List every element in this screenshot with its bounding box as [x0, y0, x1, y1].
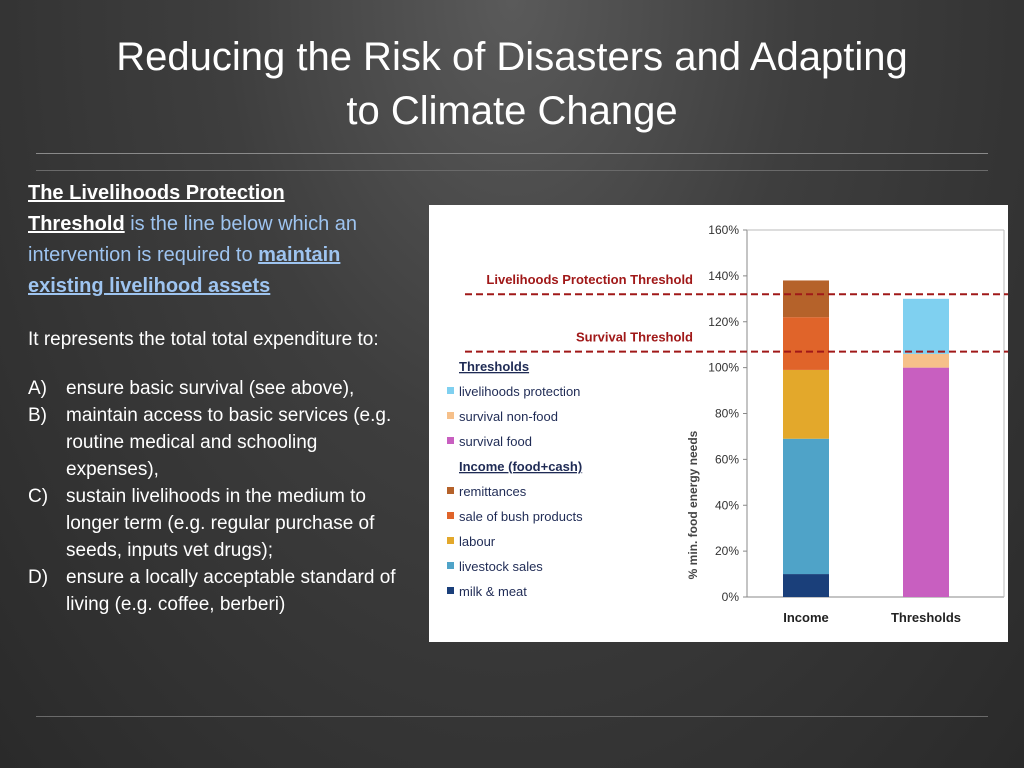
list-item-text: ensure a locally acceptable standard of … [66, 567, 396, 615]
y-axis-label: % min. food energy needs [686, 430, 700, 579]
legend-item: labour [459, 534, 496, 549]
y-tick-label: 160% [708, 223, 739, 237]
threshold-label: Survival Threshold [576, 330, 693, 345]
threshold-label: Livelihoods Protection Threshold [486, 272, 693, 287]
y-tick-label: 20% [715, 544, 739, 558]
legend-swatch [447, 587, 454, 594]
y-tick-label: 120% [708, 315, 739, 329]
legend-swatch [447, 512, 454, 519]
slide-title: Reducing the Risk of Disasters and Adapt… [0, 30, 1024, 138]
x-tick-label: Thresholds [891, 610, 961, 625]
legend-item: remittances [459, 484, 527, 499]
legend-item: survival non-food [459, 409, 558, 424]
list-item: C) sustain livelihoods in the medium to l… [28, 483, 408, 564]
bar-segment [903, 367, 949, 597]
expenditure-list: A) ensure basic survival (see above), B) m… [28, 375, 408, 618]
stacked-bar-chart: 0% 20% 40% 60% 80% 100% 120% 140% 160% % min. foo… [447, 223, 1008, 625]
legend-swatch [447, 487, 454, 494]
x-tick-label: Income [783, 610, 829, 625]
list-item: A) ensure basic survival (see above), [28, 375, 408, 402]
definition-term-line2: Threshold [28, 213, 125, 235]
legend-swatch [447, 562, 454, 569]
y-tick-label: 60% [715, 452, 739, 466]
list-item-key: C) [28, 486, 49, 507]
slide-title-line1: Reducing the Risk of Disasters and Adapt… [116, 35, 908, 79]
legend-swatch [447, 387, 454, 394]
list-item-key: B) [28, 405, 47, 426]
definition-paragraph: The Livelihoods Protection Threshold is … [28, 178, 408, 302]
list-item: D) ensure a locally acceptable standard o… [28, 564, 408, 618]
legend-item: sale of bush products [459, 509, 583, 524]
definition-link[interactable]: maintain existing livelihood assets [28, 244, 341, 297]
represents-paragraph: It represents the total total expenditur… [28, 329, 379, 350]
bar-segment [783, 438, 829, 575]
list-item: B) maintain access to basic services (e.g… [28, 402, 408, 483]
definition-text: is the line below which an intervention … [28, 213, 358, 266]
definition-term-line1: The Livelihoods Protection [28, 182, 285, 204]
legend-item: milk & meat [459, 584, 527, 599]
bar-segment [783, 280, 829, 318]
left-text-column: The Livelihoods Protection Threshold is … [28, 178, 408, 618]
legend-swatch [447, 412, 454, 419]
title-divider-2 [36, 170, 988, 171]
footer-divider [36, 716, 988, 717]
list-item-text: maintain access to basic services (e.g. … [66, 405, 392, 480]
bar-segment [783, 369, 829, 439]
legend-heading: Thresholds [459, 359, 529, 374]
slide-title-line2: to Climate Change [346, 89, 678, 133]
bar-segment [783, 574, 829, 597]
bar-segment [903, 353, 949, 368]
legend-swatch [447, 437, 454, 444]
y-tick-label: 80% [715, 407, 739, 421]
bar-segment [783, 317, 829, 370]
y-tick-label: 0% [722, 590, 740, 604]
legend-item: livestock sales [459, 559, 543, 574]
legend-heading: Income (food+cash) [459, 459, 582, 474]
y-tick-label: 100% [708, 361, 739, 375]
y-tick-label: 140% [708, 269, 739, 283]
list-item-key: D) [28, 567, 49, 588]
list-item-text: ensure basic survival (see above), [66, 378, 355, 399]
legend-item: survival food [459, 434, 532, 449]
y-tick-label: 40% [715, 498, 739, 512]
title-divider [36, 153, 988, 154]
bar-segment [903, 298, 949, 354]
chart-panel: 0% 20% 40% 60% 80% 100% 120% 140% 160% % min. foo… [429, 205, 1008, 642]
legend-item: livelihoods protection [459, 384, 580, 399]
list-item-key: A) [28, 378, 47, 399]
list-item-text: sustain livelihoods in the medium to lon… [66, 486, 375, 561]
legend-swatch [447, 537, 454, 544]
